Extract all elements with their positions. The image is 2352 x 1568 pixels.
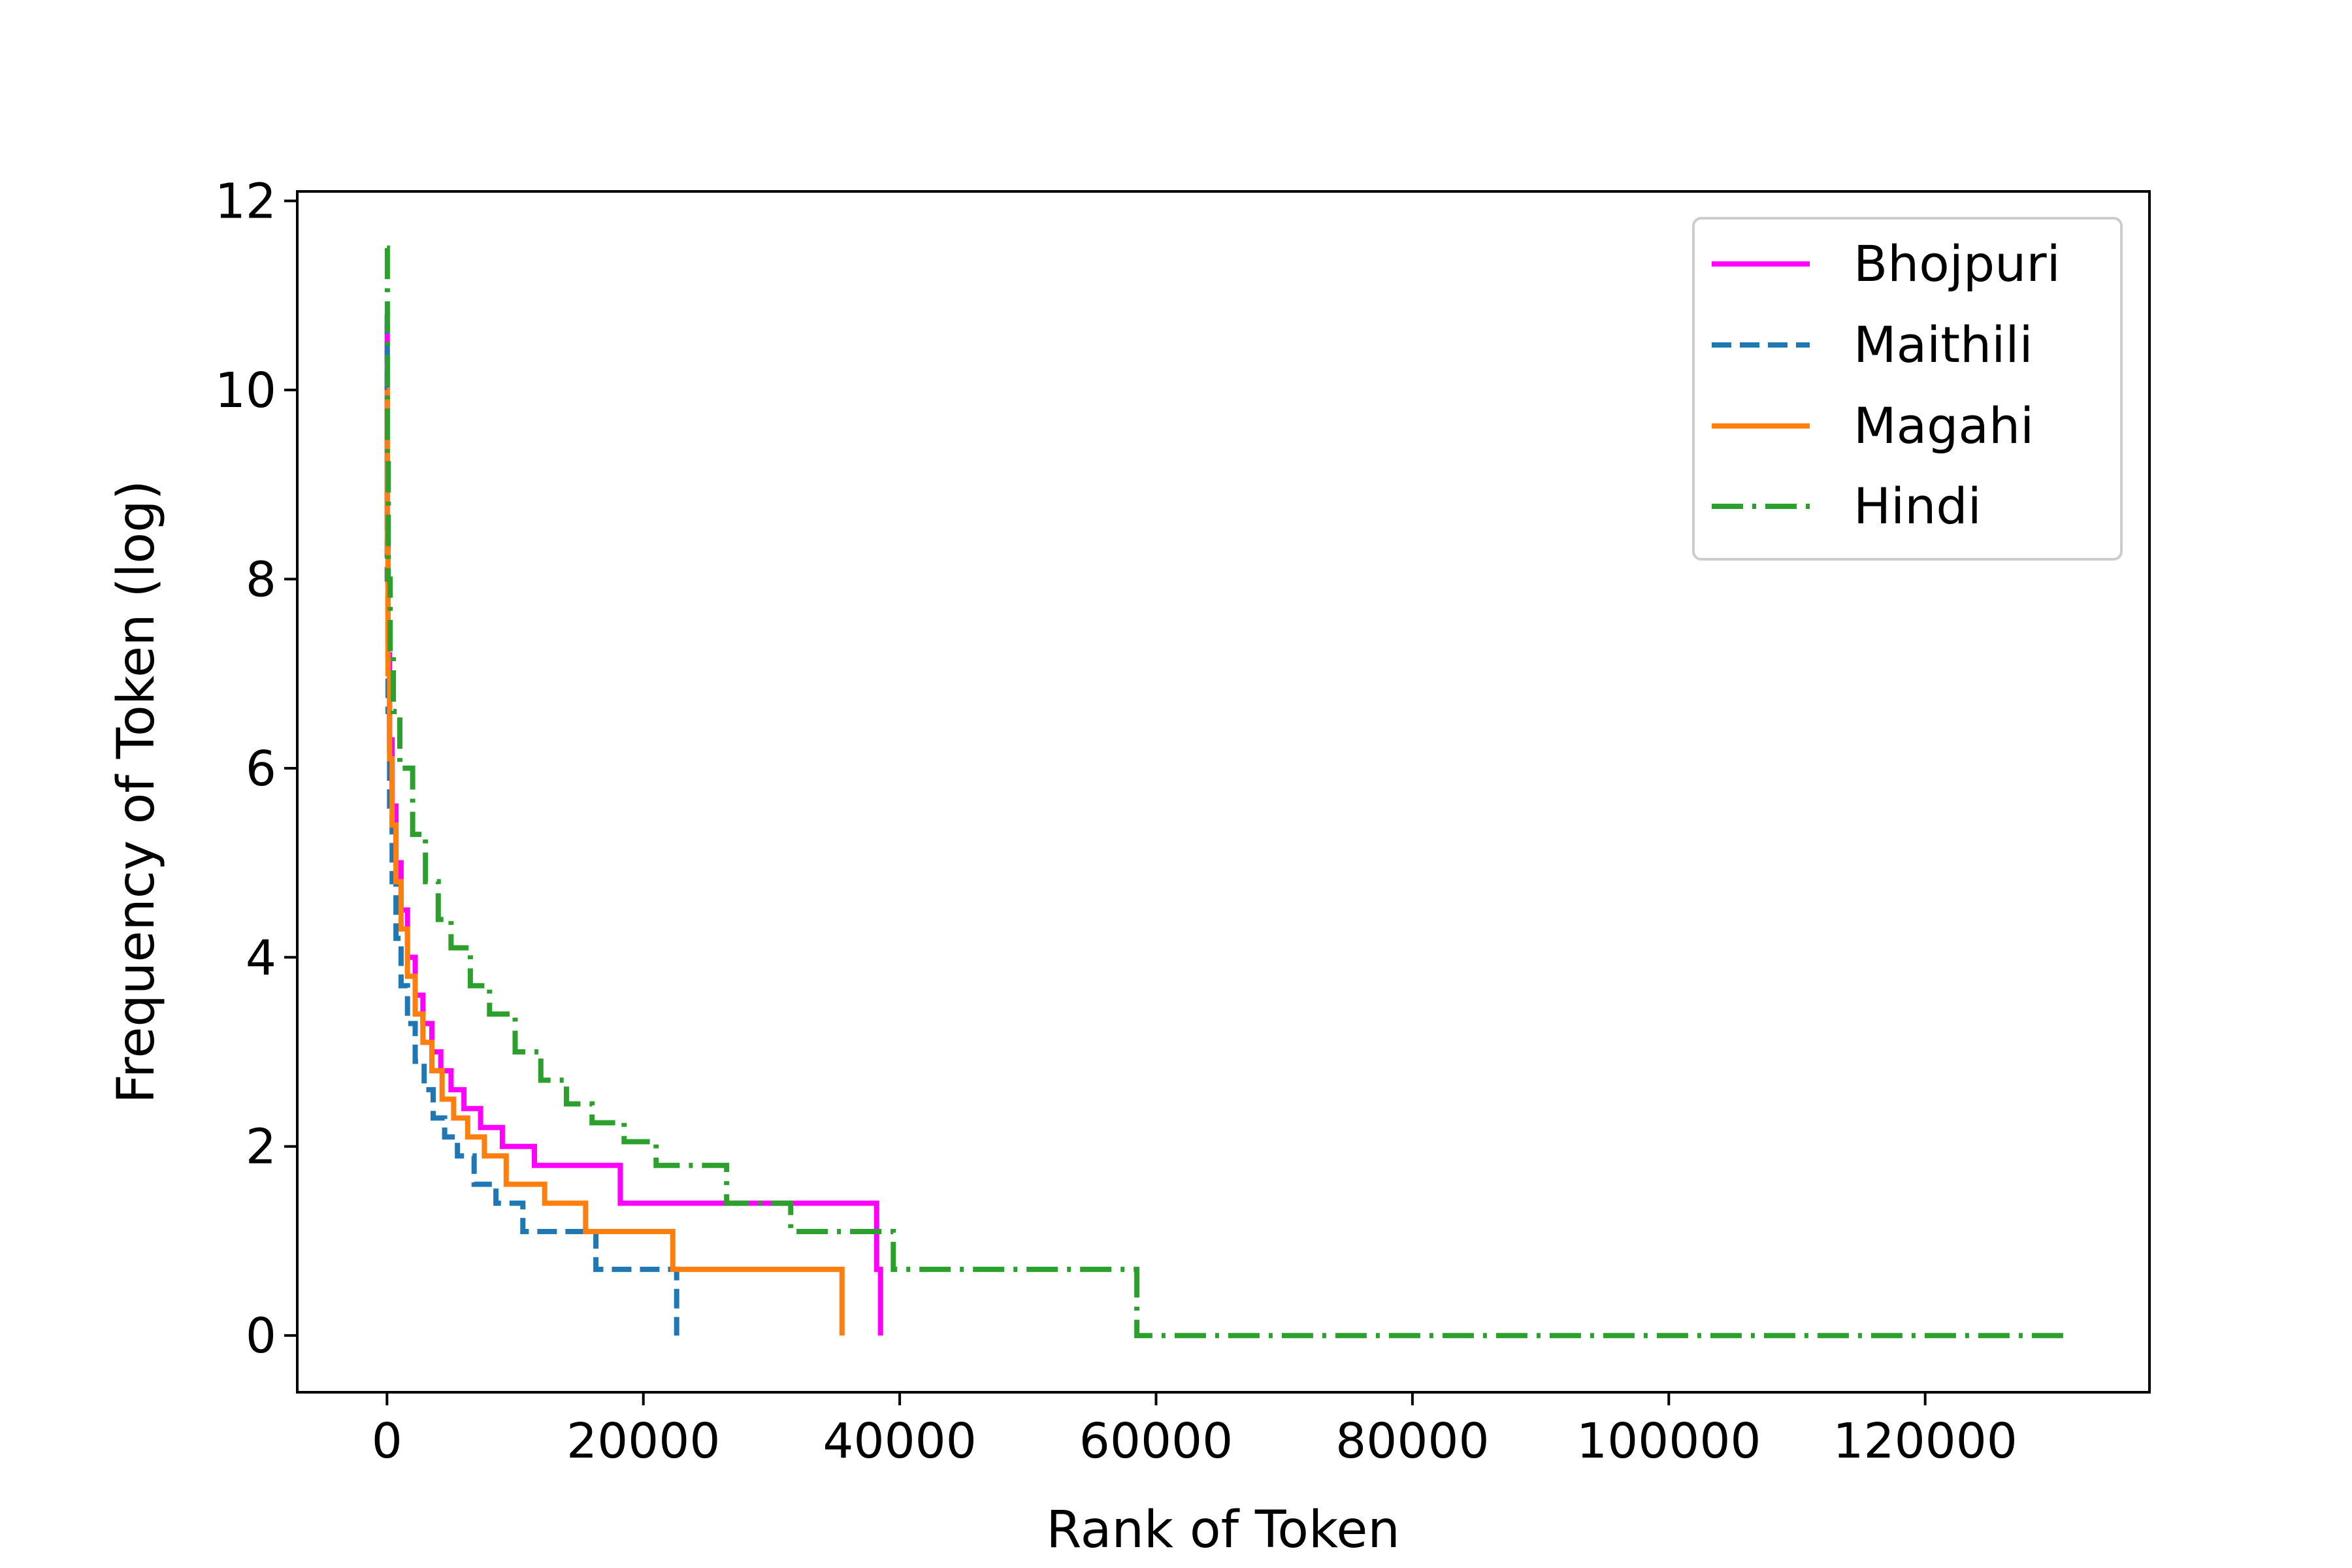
x-tick-label: 120000: [1833, 1413, 2017, 1469]
x-tick-label: 20000: [566, 1413, 720, 1469]
x-tick-label: 0: [372, 1413, 402, 1469]
x-tick-label: 80000: [1335, 1413, 1489, 1469]
x-tick-label: 40000: [823, 1413, 976, 1469]
legend-label-magahi: Magahi: [1854, 397, 2034, 455]
y-tick-label: 8: [246, 551, 276, 608]
legend-label-maithili: Maithili: [1854, 316, 2033, 374]
legend-label-hindi: Hindi: [1854, 477, 1982, 535]
x-axis: 0 20000 40000 60000 80000 100000 120000: [372, 1392, 2017, 1469]
series-line-magahi: [384, 387, 845, 1336]
y-tick-label: 10: [215, 363, 276, 419]
y-tick-label: 6: [246, 741, 276, 797]
x-axis-label: Rank of Token: [1046, 1501, 1400, 1560]
y-axis: 0 2 4 6 8 10 12: [215, 173, 297, 1364]
y-tick-label: 2: [246, 1119, 276, 1175]
legend-frame: [1692, 217, 2123, 561]
y-tick-label: 4: [246, 930, 276, 986]
series-line-hindi: [384, 245, 2066, 1339]
x-tick-label: 60000: [1079, 1413, 1233, 1469]
y-axis-label: Frequency of Token (log): [107, 480, 166, 1103]
series-layer: [384, 245, 2066, 1339]
x-tick-label: 100000: [1576, 1413, 1761, 1469]
legend: Bhojpuri Maithili Magahi Hindi: [1692, 217, 2123, 561]
y-tick-label: 12: [215, 173, 276, 229]
plot-area-frame: [296, 190, 2151, 1394]
y-tick-label: 0: [246, 1308, 276, 1364]
legend-label-bhojpuri: Bhojpuri: [1854, 235, 2061, 293]
